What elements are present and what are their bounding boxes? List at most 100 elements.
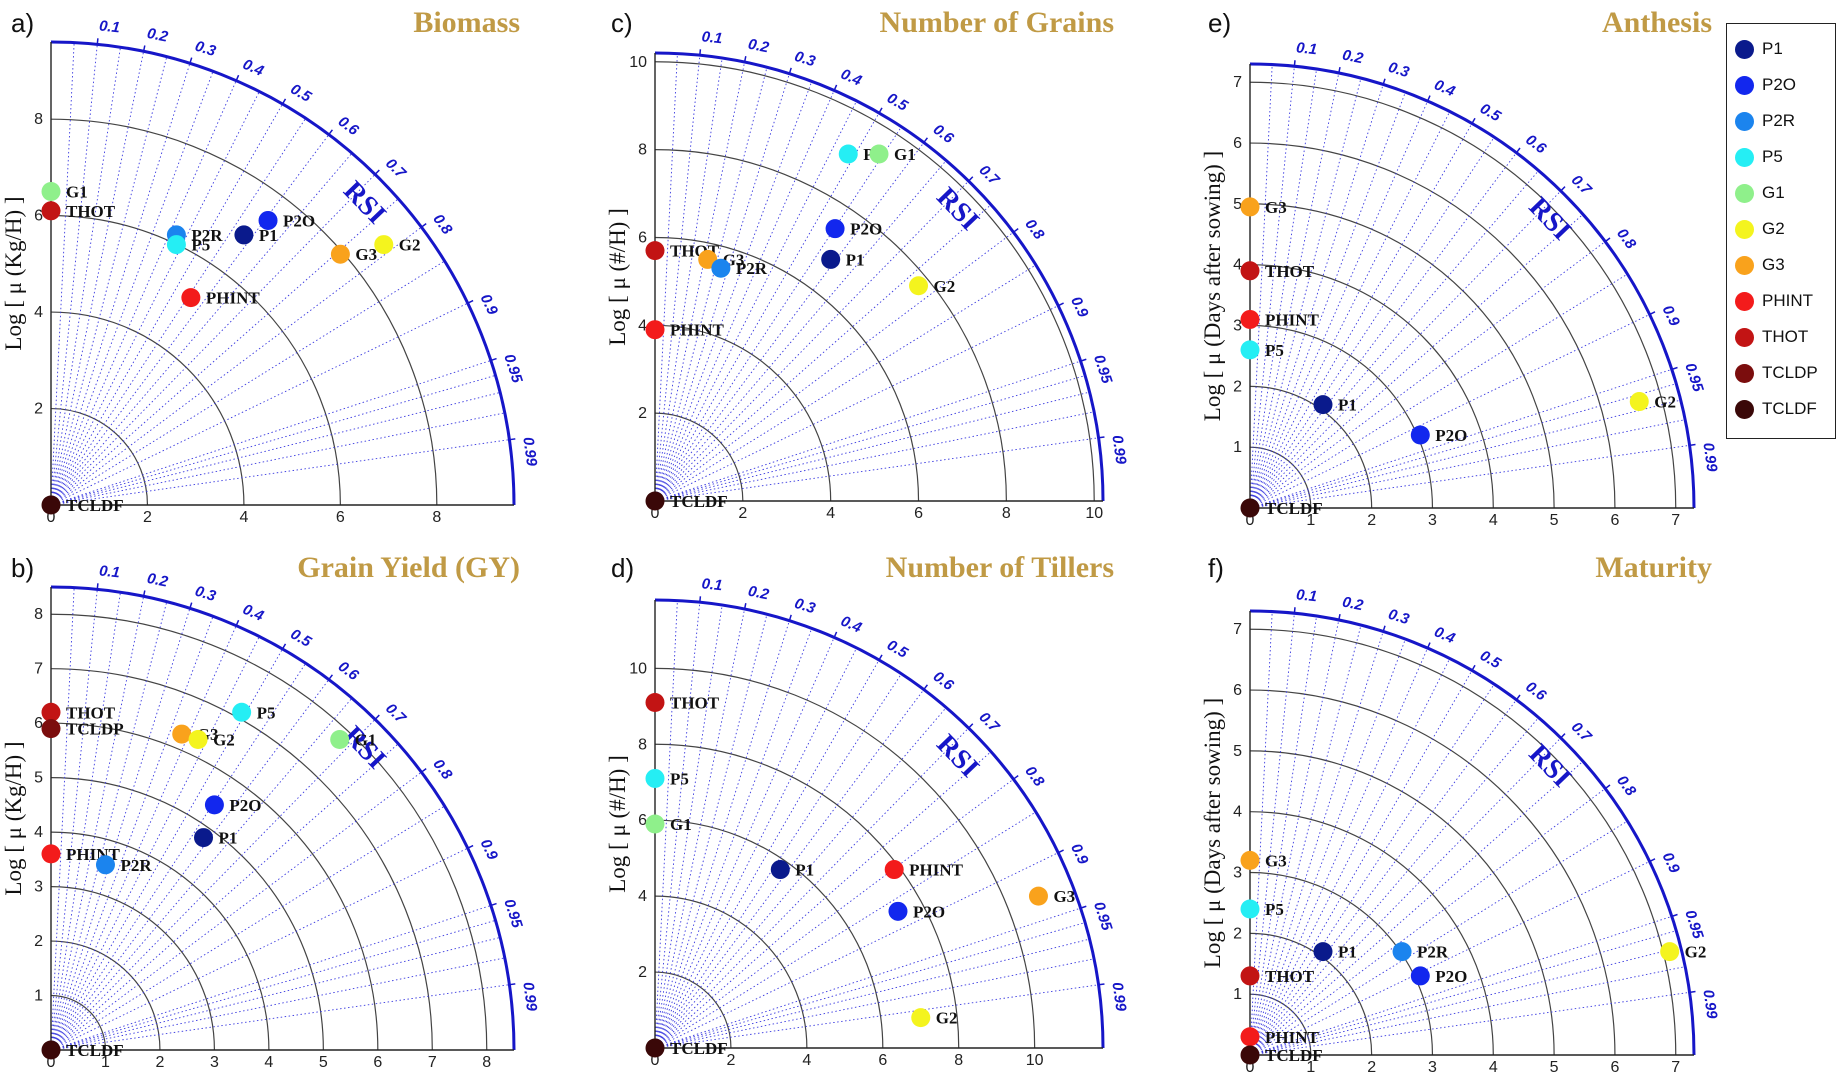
rsi-gridline bbox=[654, 73, 790, 502]
rsi-tick bbox=[96, 583, 99, 590]
data-point bbox=[41, 1040, 61, 1060]
rsi-gridline bbox=[50, 984, 510, 1051]
y-axis-label: Log [ μ (#/H) ] bbox=[605, 755, 630, 893]
data-point-label: G2 bbox=[213, 731, 235, 750]
rsi-gridline bbox=[50, 374, 496, 506]
rsi-tick-label: 0.8 bbox=[1021, 216, 1048, 243]
rsi-tick bbox=[833, 631, 838, 638]
rsi-gridline bbox=[1249, 213, 1584, 509]
rsi-gridline bbox=[50, 905, 491, 1051]
y-tick-label: 5 bbox=[34, 770, 43, 787]
rsi-outer-arc bbox=[654, 51, 1105, 502]
x-tick-label: 6 bbox=[373, 1054, 382, 1071]
chart-title: Biomass bbox=[413, 6, 520, 39]
data-point-label: P2R bbox=[191, 226, 223, 245]
data-point bbox=[41, 201, 61, 221]
data-point bbox=[1240, 340, 1260, 360]
y-tick-label: 6 bbox=[34, 715, 43, 732]
rsi-tick bbox=[1293, 607, 1296, 614]
std-gridline bbox=[50, 831, 270, 1051]
x-tick-label: 10 bbox=[1085, 505, 1103, 522]
rsi-gridline bbox=[50, 592, 121, 1051]
std-gridline bbox=[654, 61, 1095, 502]
panel-letter: f) bbox=[1208, 553, 1224, 583]
rsi-gridline bbox=[50, 118, 307, 506]
rsi-tick bbox=[923, 684, 929, 691]
rsi-gridline bbox=[654, 605, 723, 1049]
rsi-gridline bbox=[654, 204, 992, 502]
rsi-tick bbox=[1098, 436, 1105, 439]
rsi-gridline bbox=[654, 391, 1090, 502]
data-point-label: P5 bbox=[1265, 900, 1284, 919]
rsi-tick-label: 0.9 bbox=[1659, 303, 1684, 330]
rsi-tick bbox=[281, 643, 287, 650]
rsi-tick bbox=[1338, 66, 1341, 74]
data-point-label: P1 bbox=[795, 861, 814, 880]
data-point-label: THOT bbox=[1265, 967, 1315, 986]
rsi-gridline bbox=[654, 778, 1014, 1049]
rsi-tick-label: 0.7 bbox=[976, 162, 1003, 189]
x-tick-label: 0 bbox=[1246, 1059, 1255, 1076]
rsi-tick-label: 0.6 bbox=[930, 121, 957, 148]
rsi-tick bbox=[1080, 358, 1087, 362]
data-point-label: P1 bbox=[219, 829, 238, 848]
rsi-gridline bbox=[50, 805, 445, 1051]
std-gridline bbox=[50, 118, 438, 506]
rsi-gridline bbox=[50, 174, 376, 506]
data-point bbox=[188, 730, 208, 750]
rsi-tick-label: 0.5 bbox=[288, 81, 315, 106]
panel-letter: e) bbox=[1208, 8, 1231, 38]
rsi-tick-label: 0.99 bbox=[1108, 434, 1129, 466]
data-point-label: P2O bbox=[1435, 967, 1467, 986]
x-tick-label: 2 bbox=[1367, 512, 1376, 529]
rsi-gridline bbox=[50, 392, 501, 506]
data-point bbox=[234, 225, 254, 245]
x-tick-label: 0 bbox=[47, 509, 56, 526]
legend-marker bbox=[1735, 183, 1754, 203]
rsi-tick bbox=[1604, 237, 1611, 243]
rsi-tick bbox=[235, 74, 240, 81]
rsi-tick bbox=[96, 38, 99, 45]
legend-label: P5 bbox=[1762, 147, 1783, 166]
rsi-tick-label: 0.4 bbox=[240, 56, 267, 80]
rsi-gridline bbox=[1249, 273, 1628, 509]
rsi-tick bbox=[142, 590, 146, 597]
x-tick-label: 3 bbox=[210, 1054, 219, 1071]
data-point bbox=[1660, 942, 1680, 962]
rsi-gridline bbox=[654, 608, 746, 1049]
y-tick-label: 8 bbox=[34, 606, 43, 623]
chart-title: Anthesis bbox=[1602, 6, 1712, 39]
rsi-tick bbox=[1012, 774, 1019, 780]
rsi-tick-label: 0.99 bbox=[1699, 989, 1720, 1021]
rsi-gridline bbox=[654, 637, 835, 1049]
rsi-tick-label: 0.1 bbox=[1295, 39, 1317, 58]
legend-item: THOT bbox=[1735, 322, 1808, 352]
data-point bbox=[374, 235, 394, 255]
rsi-gridline bbox=[50, 608, 191, 1051]
rsi-gridline bbox=[1249, 419, 1686, 509]
data-point bbox=[41, 702, 61, 722]
rsi-gridline bbox=[1249, 68, 1318, 509]
rsi-gridline bbox=[654, 659, 880, 1049]
rsi-tick-label: 0.95 bbox=[1681, 908, 1706, 942]
data-point-label: THOT bbox=[1265, 262, 1315, 281]
data-point bbox=[645, 768, 665, 788]
rsi-tick-label: 0.95 bbox=[1681, 361, 1706, 395]
rsi-gridline bbox=[654, 231, 1014, 502]
rsi-tick bbox=[509, 983, 516, 986]
rsi-tick bbox=[1689, 443, 1696, 447]
rsi-gridline bbox=[654, 264, 1037, 502]
y-tick-label: 3 bbox=[1233, 865, 1242, 882]
std-gridline bbox=[654, 667, 1036, 1049]
std-gridline bbox=[1249, 203, 1555, 509]
std-gridline bbox=[654, 324, 832, 502]
data-point-label: P2O bbox=[913, 902, 945, 921]
data-point-label: P5 bbox=[191, 236, 210, 255]
rsi-tick bbox=[1471, 117, 1476, 124]
data-point bbox=[1240, 1027, 1260, 1047]
x-tick-label: 6 bbox=[1610, 1059, 1619, 1076]
rsi-gridline bbox=[654, 647, 858, 1049]
rsi-gridline bbox=[654, 160, 947, 502]
rsi-gridline bbox=[1249, 314, 1650, 509]
rsi-gridline bbox=[654, 938, 1090, 1049]
